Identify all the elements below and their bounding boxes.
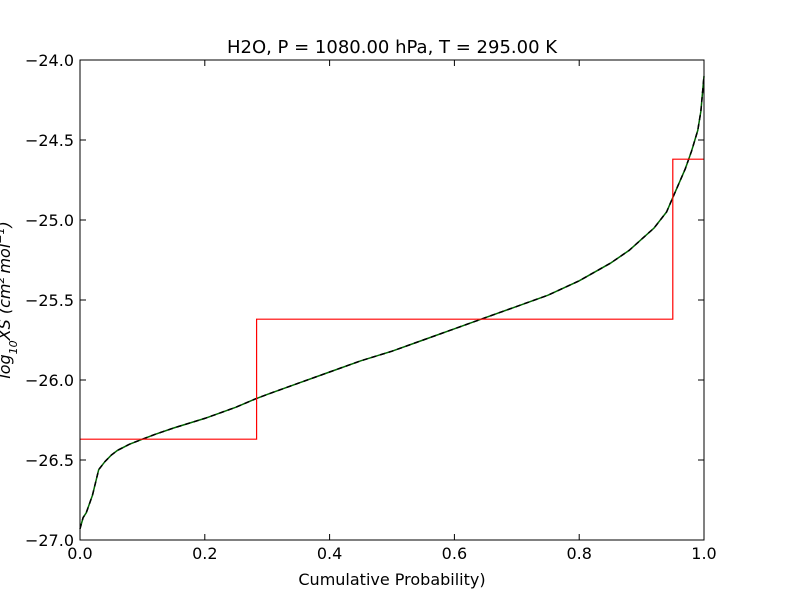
y-tick-label: −26.5 <box>25 451 74 470</box>
series-line-1 <box>79 75 705 530</box>
plot-frame <box>79 59 705 541</box>
x-tick-label: 1.0 <box>691 544 716 563</box>
x-tick-label: 0.0 <box>67 544 92 563</box>
x-tick-label: 0.6 <box>442 544 467 563</box>
x-axis: 0.0 0.2 0.4 0.6 0.8 1.0 <box>67 60 717 563</box>
chart-title: H2O, P = 1080.00 hPa, T = 295.00 K <box>227 37 558 58</box>
y-tick-label: −26.0 <box>25 371 74 390</box>
y-axis-label-subscript: 10 <box>7 340 20 354</box>
x-tick-label: 0.8 <box>566 544 591 563</box>
series-line-0 <box>79 75 705 530</box>
y-tick-label: −27.0 <box>25 531 74 550</box>
y-axis-label-sup2: −1 <box>0 227 7 243</box>
y-axis-label-mid2: mol <box>0 243 14 273</box>
plot-area <box>79 75 705 530</box>
y-tick-label: −25.5 <box>25 291 74 310</box>
y-tick-label: −25.0 <box>25 211 74 230</box>
series-line-2 <box>80 158 704 440</box>
y-tick-label: −24.5 <box>25 131 74 150</box>
y-axis: −27.0 −26.5 −26.0 −25.5 −25.0 −24.5 −24.0 <box>25 51 704 550</box>
x-axis-label: Cumulative Probability) <box>298 570 485 589</box>
y-axis-label-suffix: ) <box>0 221 14 228</box>
y-axis-label-middle: XS (cm <box>0 284 14 342</box>
y-axis-label-prefix: log <box>0 354 14 378</box>
y-axis-label: log10XS (cm2 mol−1) <box>0 221 20 379</box>
y-axis-label-sup1: 2 <box>0 277 7 284</box>
y-tick-label: −24.0 <box>25 51 74 70</box>
x-tick-label: 0.4 <box>317 544 342 563</box>
x-tick-label: 0.2 <box>192 544 217 563</box>
